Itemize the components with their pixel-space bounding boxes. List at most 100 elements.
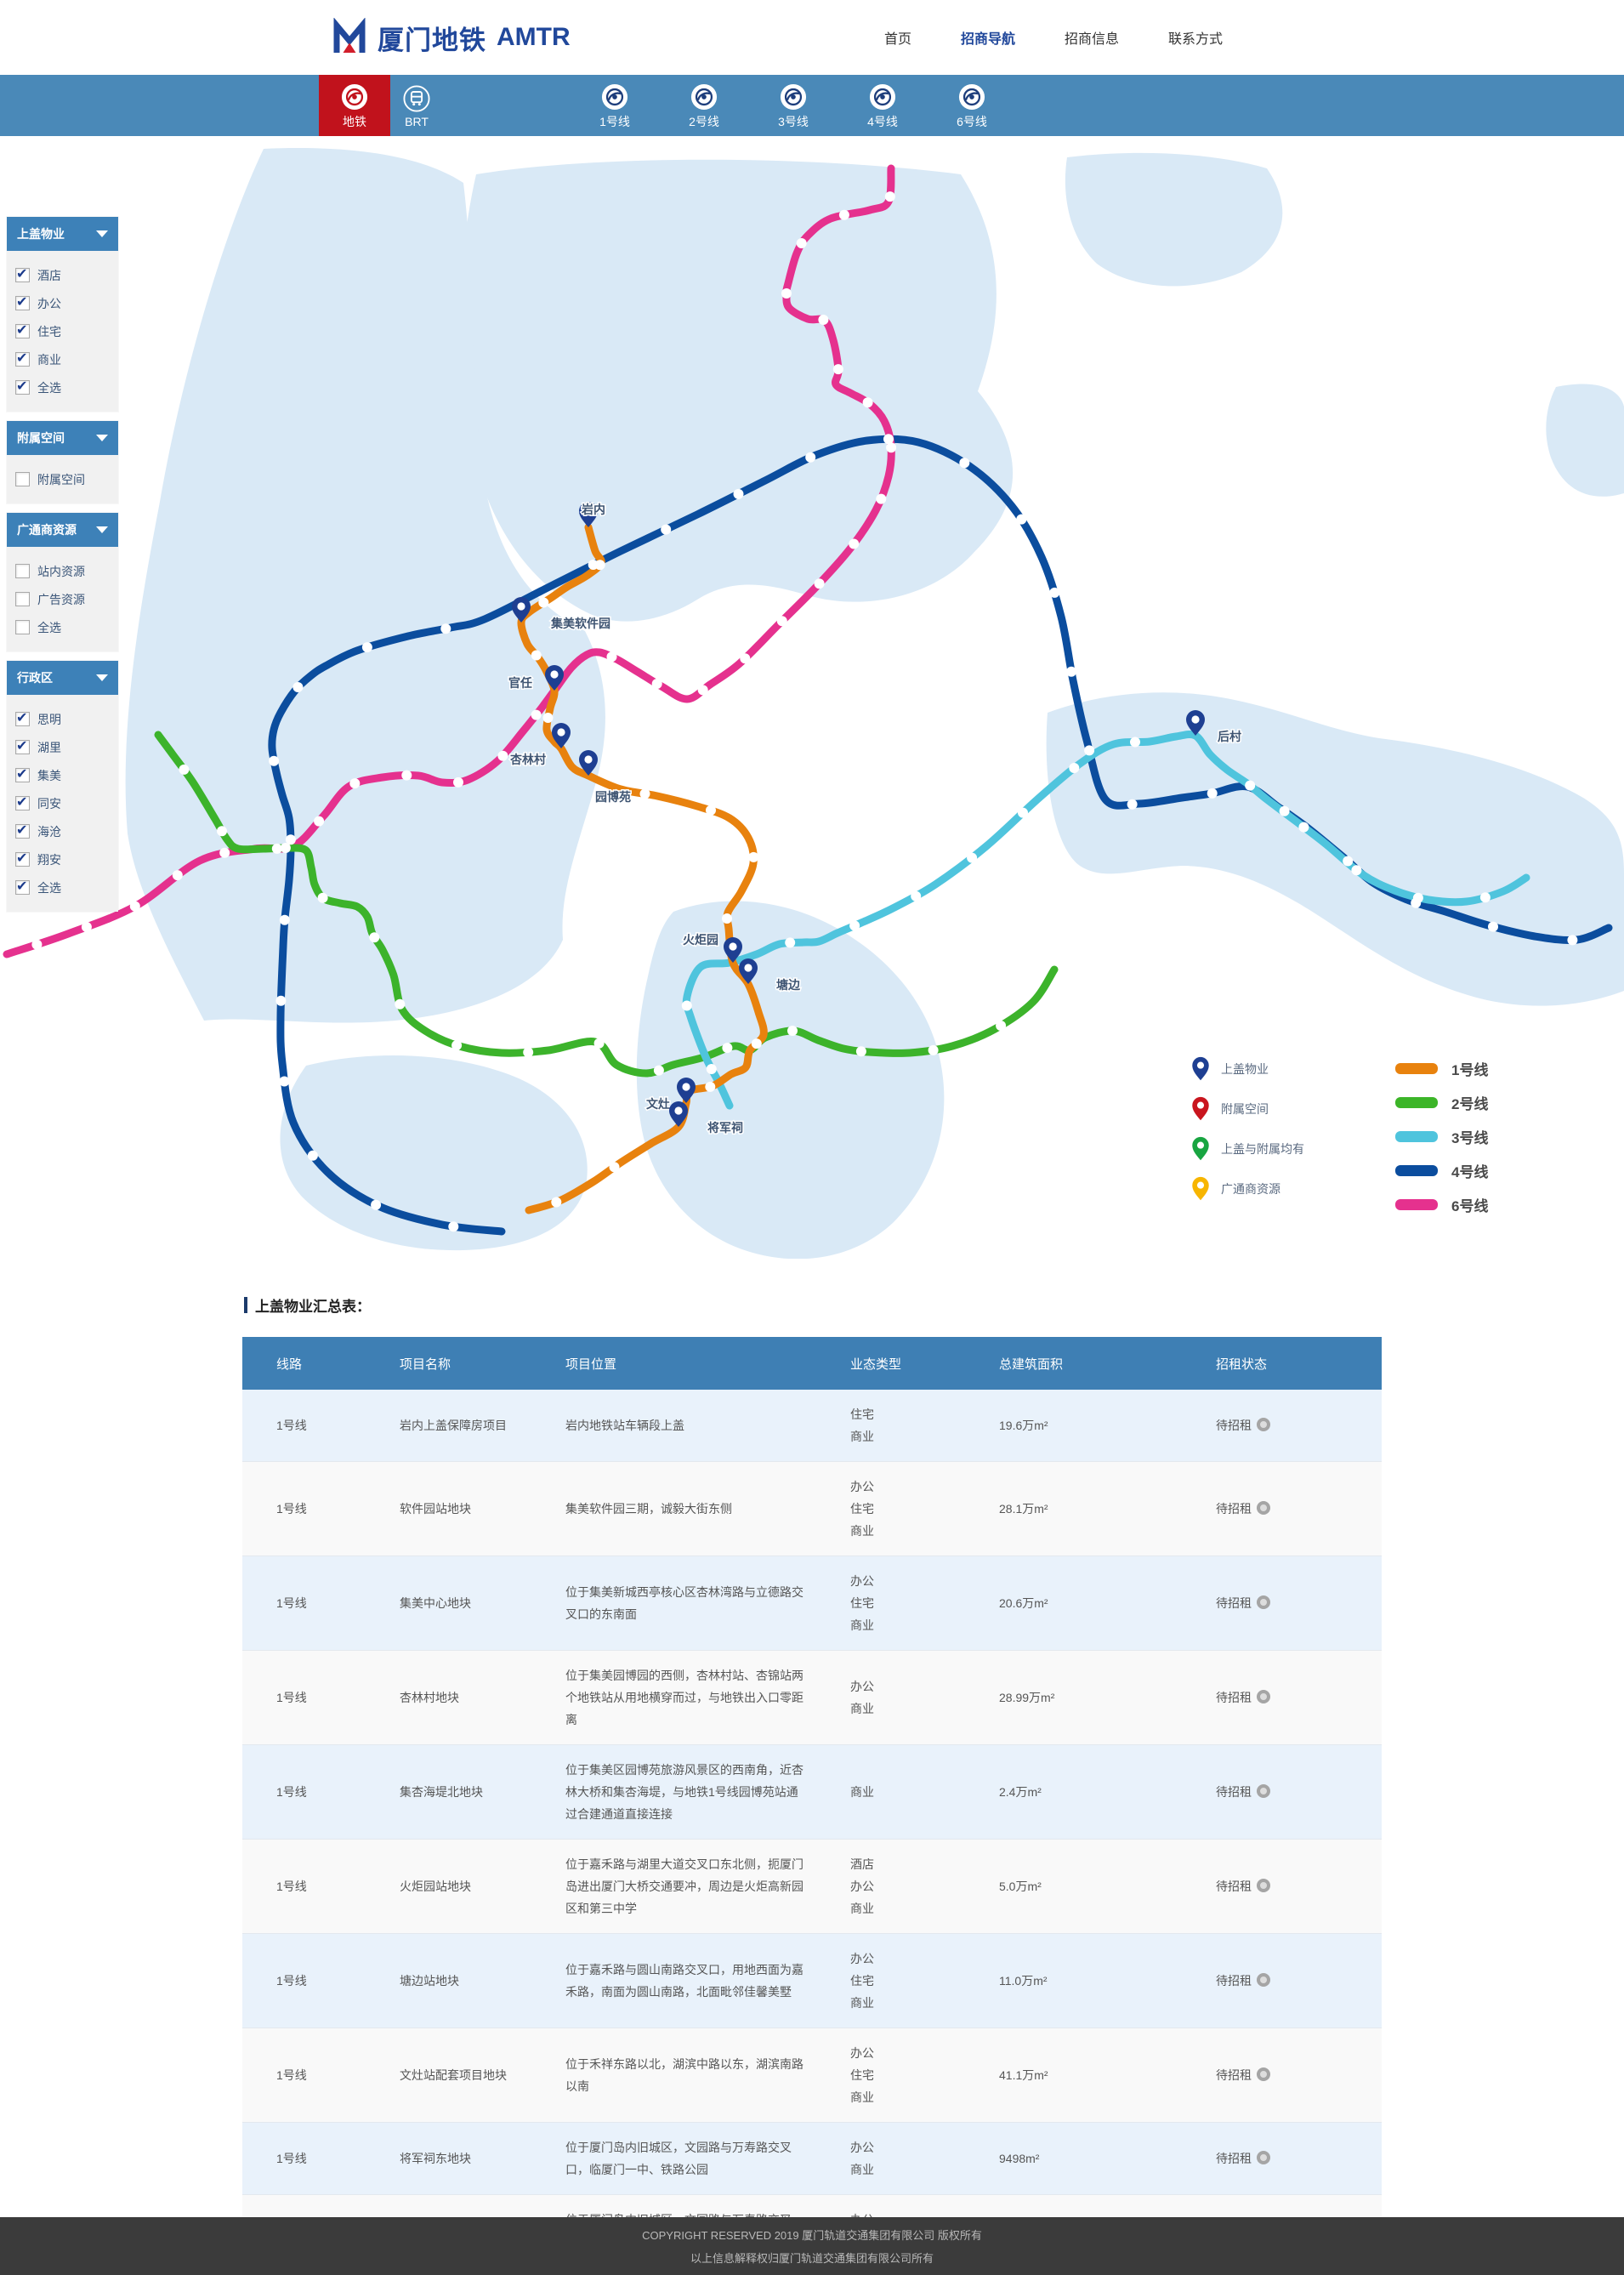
logo[interactable]: 厦门地铁 AMTR [330,0,571,75]
station-dot [593,1038,605,1049]
station-pin-官任[interactable] [545,665,564,691]
checkbox-row-附属空间[interactable]: 附属空间 [15,465,118,493]
station-dot [440,623,451,634]
legend-marker-上盖与附属均有: 上盖与附属均有 [1190,1136,1365,1162]
info-icon[interactable] [1257,1418,1270,1431]
checkbox-全选[interactable] [15,620,30,634]
tab-label: 2号线 [689,114,719,128]
station-pin-杏林村[interactable] [552,723,571,748]
info-icon[interactable] [1257,1595,1270,1609]
station-dot [1018,807,1028,818]
info-icon[interactable] [1257,1879,1270,1892]
station-dot [653,1065,664,1076]
station-dot [314,816,325,827]
checkbox-row-住宅[interactable]: 住宅 [15,317,118,345]
station-pin-后村[interactable] [1186,710,1205,736]
nav-item-4[interactable]: 联系方式 [1168,32,1224,47]
cell-area: 20.6万m² [965,1556,1182,1651]
checkbox-row-广告资源[interactable]: 广告资源 [15,585,118,613]
checkbox-全选[interactable] [15,878,30,895]
info-icon[interactable] [1257,1690,1270,1703]
tab-3号线[interactable]: 3号线 [758,75,829,136]
metro-icon [341,83,368,110]
checkbox-row-商业[interactable]: 商业 [15,345,118,373]
checkbox-row-全选[interactable]: 全选 [15,373,118,401]
info-icon[interactable] [1257,1501,1270,1515]
landmass-3 [636,901,945,1259]
station-pin-文灶[interactable] [677,1078,696,1103]
station-dot [838,209,849,220]
panel-title: 附属空间 [17,431,65,445]
tab-4号线[interactable]: 4号线 [847,75,918,136]
checkbox-思明[interactable] [15,709,30,726]
status-text: 待招租 [1216,1691,1252,1704]
station-pin-集美软件园[interactable] [512,597,531,623]
panel-header-附属空间[interactable]: 附属空间 [7,421,118,455]
checkbox-row-酒店[interactable]: 酒店 [15,261,118,289]
checkbox-row-站内资源[interactable]: 站内资源 [15,557,118,585]
station-pin-将军祠[interactable] [669,1101,688,1127]
tab-BRT[interactable]: BRT [381,75,452,136]
checkbox-row-全选[interactable]: 全选 [15,873,118,901]
nav-item-1[interactable]: 首页 [884,32,912,47]
checkbox-附属空间[interactable] [15,472,30,486]
checkbox-row-翔安[interactable]: 翔安 [15,845,118,873]
checkbox-酒店[interactable] [15,265,30,282]
table-head: 线路 项目名称 项目位置 业态类型 总建筑面积 招租状态 [242,1337,1382,1390]
info-icon[interactable] [1257,1973,1270,1987]
station-dot [886,442,897,453]
checkbox-商业[interactable] [15,350,30,367]
station-pin-火炬园[interactable] [724,937,742,963]
station-dot [395,998,406,1010]
info-icon[interactable] [1257,2067,1270,2081]
panel-header-上盖物业[interactable]: 上盖物业 [7,217,118,251]
station-dot [538,597,549,608]
station-dot [285,834,296,845]
checkbox-办公[interactable] [15,293,30,310]
station-pin-园博苑[interactable] [579,750,598,776]
checkbox-住宅[interactable] [15,321,30,338]
info-icon[interactable] [1257,1784,1270,1798]
legend-marker-附属空间: 附属空间 [1190,1096,1365,1122]
station-dot [722,913,732,924]
cell-line: 1号线 [242,1390,366,1462]
legend-line-label: 1号线 [1451,1062,1489,1078]
tab-6号线[interactable]: 6号线 [936,75,1008,136]
checkbox-全选[interactable] [15,378,30,395]
checkbox-翔安[interactable] [15,850,30,867]
tab-1号线[interactable]: 1号线 [579,75,650,136]
tab-2号线[interactable]: 2号线 [668,75,740,136]
cell-location: 位于集美园博园的西侧，杏林村站、杏锦站两个地铁站从用地横穿而过，与地铁出入口零距… [531,1650,816,1745]
legend-line-6号线: 6号线 [1395,1194,1488,1215]
checkbox-row-同安[interactable]: 同安 [15,789,118,817]
checkbox-集美[interactable] [15,765,30,782]
checkbox-row-集美[interactable]: 集美 [15,761,118,789]
panel-header-行政区[interactable]: 行政区 [7,661,118,695]
station-dot [292,682,304,692]
checkbox-同安[interactable] [15,793,30,810]
checkbox-row-全选[interactable]: 全选 [15,613,118,641]
info-icon[interactable] [1257,2151,1270,2164]
nav-item-3[interactable]: 招商信息 [1065,32,1120,47]
checkbox-row-海沧[interactable]: 海沧 [15,817,118,845]
checkbox-row-思明[interactable]: 思明 [15,705,118,733]
checkbox-广告资源[interactable] [15,592,30,606]
checkbox-row-湖里[interactable]: 湖里 [15,733,118,761]
checkbox-湖里[interactable] [15,737,30,754]
station-dot [1298,822,1309,833]
tab-地铁[interactable]: 地铁 [319,75,390,136]
checkbox-海沧[interactable] [15,822,30,839]
panel-header-广通商资源[interactable]: 广通商资源 [7,513,118,547]
station-pin-岩内[interactable] [579,502,598,527]
cell-status: 待招租 [1182,1650,1382,1745]
checkbox-站内资源[interactable] [15,564,30,578]
cell-name: 火炬园站地块 [366,1839,531,1934]
station-pin-塘边[interactable] [739,958,758,984]
checkbox-label: 附属空间 [37,472,85,486]
metro-icon [690,83,718,110]
checkbox-row-办公[interactable]: 办公 [15,289,118,317]
station-dot [448,1221,459,1232]
nav-item-2[interactable]: 招商导航 [961,32,1016,47]
cell-location: 位于嘉禾路与湖里大道交叉口东北侧，扼厦门岛进出厦门大桥交通要冲，周边是火炬高新园… [531,1839,816,1934]
